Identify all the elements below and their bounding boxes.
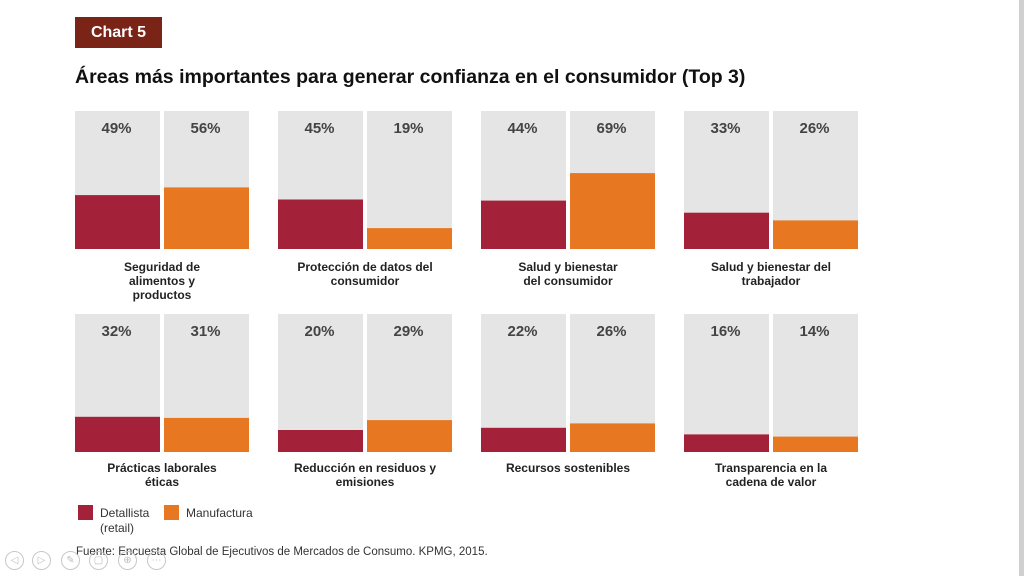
- more-icon[interactable]: ⋯: [147, 551, 166, 570]
- value-label-manufacturing: 56%: [190, 120, 220, 137]
- pen-icon[interactable]: ✎: [61, 551, 80, 570]
- category-label: Transparencia en la cadena de valor: [684, 461, 858, 489]
- bar-manufacturing: [367, 420, 452, 452]
- category-label-line: Salud y bienestar: [518, 260, 618, 274]
- value-label-manufacturing: 69%: [596, 120, 626, 137]
- bar-retail: [75, 416, 160, 452]
- panel-seguridad-de-alimentos-y-productos: 49% 56%: [75, 111, 249, 249]
- panel-salud-y-bienestar-del-consumidor: 44% 69%: [481, 111, 655, 249]
- bar-retail: [278, 430, 363, 452]
- category-label-line: consumidor: [330, 274, 400, 288]
- bar-background: [278, 314, 363, 452]
- zoom-icon[interactable]: ⊕: [118, 551, 137, 570]
- bar-retail: [684, 434, 769, 452]
- source-note: Fuente: Encuesta Global de Ejecutivos de…: [76, 546, 488, 558]
- value-label-manufacturing: 26%: [596, 323, 626, 340]
- category-label: Salud y bienestar del consumidor: [481, 260, 655, 288]
- chart-number-tag: Chart 5: [75, 17, 162, 48]
- panel-proteccion-de-datos-del-consumidor: 45% 19%: [278, 111, 452, 249]
- bar-background: [773, 314, 858, 452]
- value-label-retail: 22%: [507, 323, 537, 340]
- legend-label-retail: Detallista (retail): [100, 506, 149, 536]
- value-label-manufacturing: 31%: [190, 323, 220, 340]
- category-label-line: éticas: [144, 475, 180, 489]
- chart-title: Áreas más importantes para generar confi…: [75, 66, 746, 88]
- panel-reduccion-en-residuos-y-emisiones: 20% 29%: [278, 314, 452, 452]
- panel-chart-practicas-laborales-eticas: 32% 31%: [75, 314, 249, 452]
- value-label-retail: 16%: [710, 323, 740, 340]
- bar-retail: [481, 200, 566, 249]
- category-label-line: cadena de valor: [725, 475, 817, 489]
- bar-manufacturing: [773, 436, 858, 452]
- bar-retail: [481, 427, 566, 452]
- panel-chart-salud-y-bienestar-del-trabajador: 33% 26%: [684, 111, 858, 249]
- category-label-line: Reducción en residuos y: [293, 461, 437, 475]
- window-edge: [1019, 0, 1024, 576]
- value-label-retail: 20%: [304, 323, 334, 340]
- value-label-retail: 32%: [101, 323, 131, 340]
- panel-practicas-laborales-eticas: 32% 31%: [75, 314, 249, 452]
- bar-manufacturing: [367, 228, 452, 249]
- category-label: Recursos sostenibles: [481, 461, 655, 475]
- bar-manufacturing: [773, 220, 858, 249]
- bar-manufacturing: [570, 423, 655, 452]
- panel-transparencia-en-la-cadena-de-valor: 16% 14%: [684, 314, 858, 452]
- value-label-retail: 49%: [101, 120, 131, 137]
- panel-chart-salud-y-bienestar-del-consumidor: 44% 69%: [481, 111, 655, 249]
- legend-swatch-retail: [78, 505, 93, 520]
- panel-chart-seguridad-de-alimentos-y-productos: 49% 56%: [75, 111, 249, 249]
- category-label-line: trabajador: [741, 274, 801, 288]
- category-label-line: Salud y bienestar del: [710, 260, 832, 274]
- category-label-line: Recursos sostenibles: [505, 461, 631, 475]
- value-label-retail: 45%: [304, 120, 334, 137]
- bar-background: [367, 111, 452, 249]
- value-label-retail: 44%: [507, 120, 537, 137]
- category-label: Prácticas laborales éticas: [75, 461, 249, 489]
- category-label-line: productos: [132, 288, 192, 302]
- value-label-manufacturing: 29%: [393, 323, 423, 340]
- panel-chart-transparencia-en-la-cadena-de-valor: 16% 14%: [684, 314, 858, 452]
- bar-manufacturing: [164, 187, 249, 249]
- panel-recursos-sostenibles: 22% 26%: [481, 314, 655, 452]
- legend-swatch-manufacturing: [164, 505, 179, 520]
- panel-chart-recursos-sostenibles: 22% 26%: [481, 314, 655, 452]
- category-label: Reducción en residuos y emisiones: [278, 461, 452, 489]
- legend-label-retail-line-2: (retail): [100, 521, 135, 535]
- bar-retail: [75, 195, 160, 249]
- category-label-line: del consumidor: [523, 274, 613, 288]
- legend-label-manufacturing: Manufactura: [186, 506, 253, 520]
- category-label: Protección de datos del consumidor: [278, 260, 452, 288]
- legend-label-retail-line-1: Detallista: [100, 506, 150, 520]
- category-label-line: Seguridad de: [123, 260, 200, 274]
- category-label-line: Transparencia en la: [714, 461, 828, 475]
- value-label-manufacturing: 19%: [393, 120, 423, 137]
- next-icon[interactable]: ▷: [32, 551, 51, 570]
- category-label-line: emisiones: [335, 475, 395, 489]
- bar-manufacturing: [570, 173, 655, 249]
- value-label-manufacturing: 14%: [799, 323, 829, 340]
- bar-retail: [684, 212, 769, 249]
- category-label-line: Protección de datos del: [297, 260, 433, 274]
- slides-icon[interactable]: ▢: [89, 551, 108, 570]
- bar-retail: [278, 199, 363, 249]
- category-label-line: alimentos y: [128, 274, 196, 288]
- value-label-manufacturing: 26%: [799, 120, 829, 137]
- panel-chart-reduccion-en-residuos-y-emisiones: 20% 29%: [278, 314, 452, 452]
- bar-manufacturing: [164, 417, 249, 452]
- category-label: Salud y bienestar del trabajador: [684, 260, 858, 288]
- category-label: Seguridad de alimentos y productos: [75, 260, 249, 302]
- category-label-line: Prácticas laborales: [107, 461, 217, 475]
- panel-salud-y-bienestar-del-trabajador: 33% 26%: [684, 111, 858, 249]
- previous-icon[interactable]: ◁: [5, 551, 24, 570]
- bar-background: [684, 314, 769, 452]
- value-label-retail: 33%: [710, 120, 740, 137]
- panel-chart-proteccion-de-datos-del-consumidor: 45% 19%: [278, 111, 452, 249]
